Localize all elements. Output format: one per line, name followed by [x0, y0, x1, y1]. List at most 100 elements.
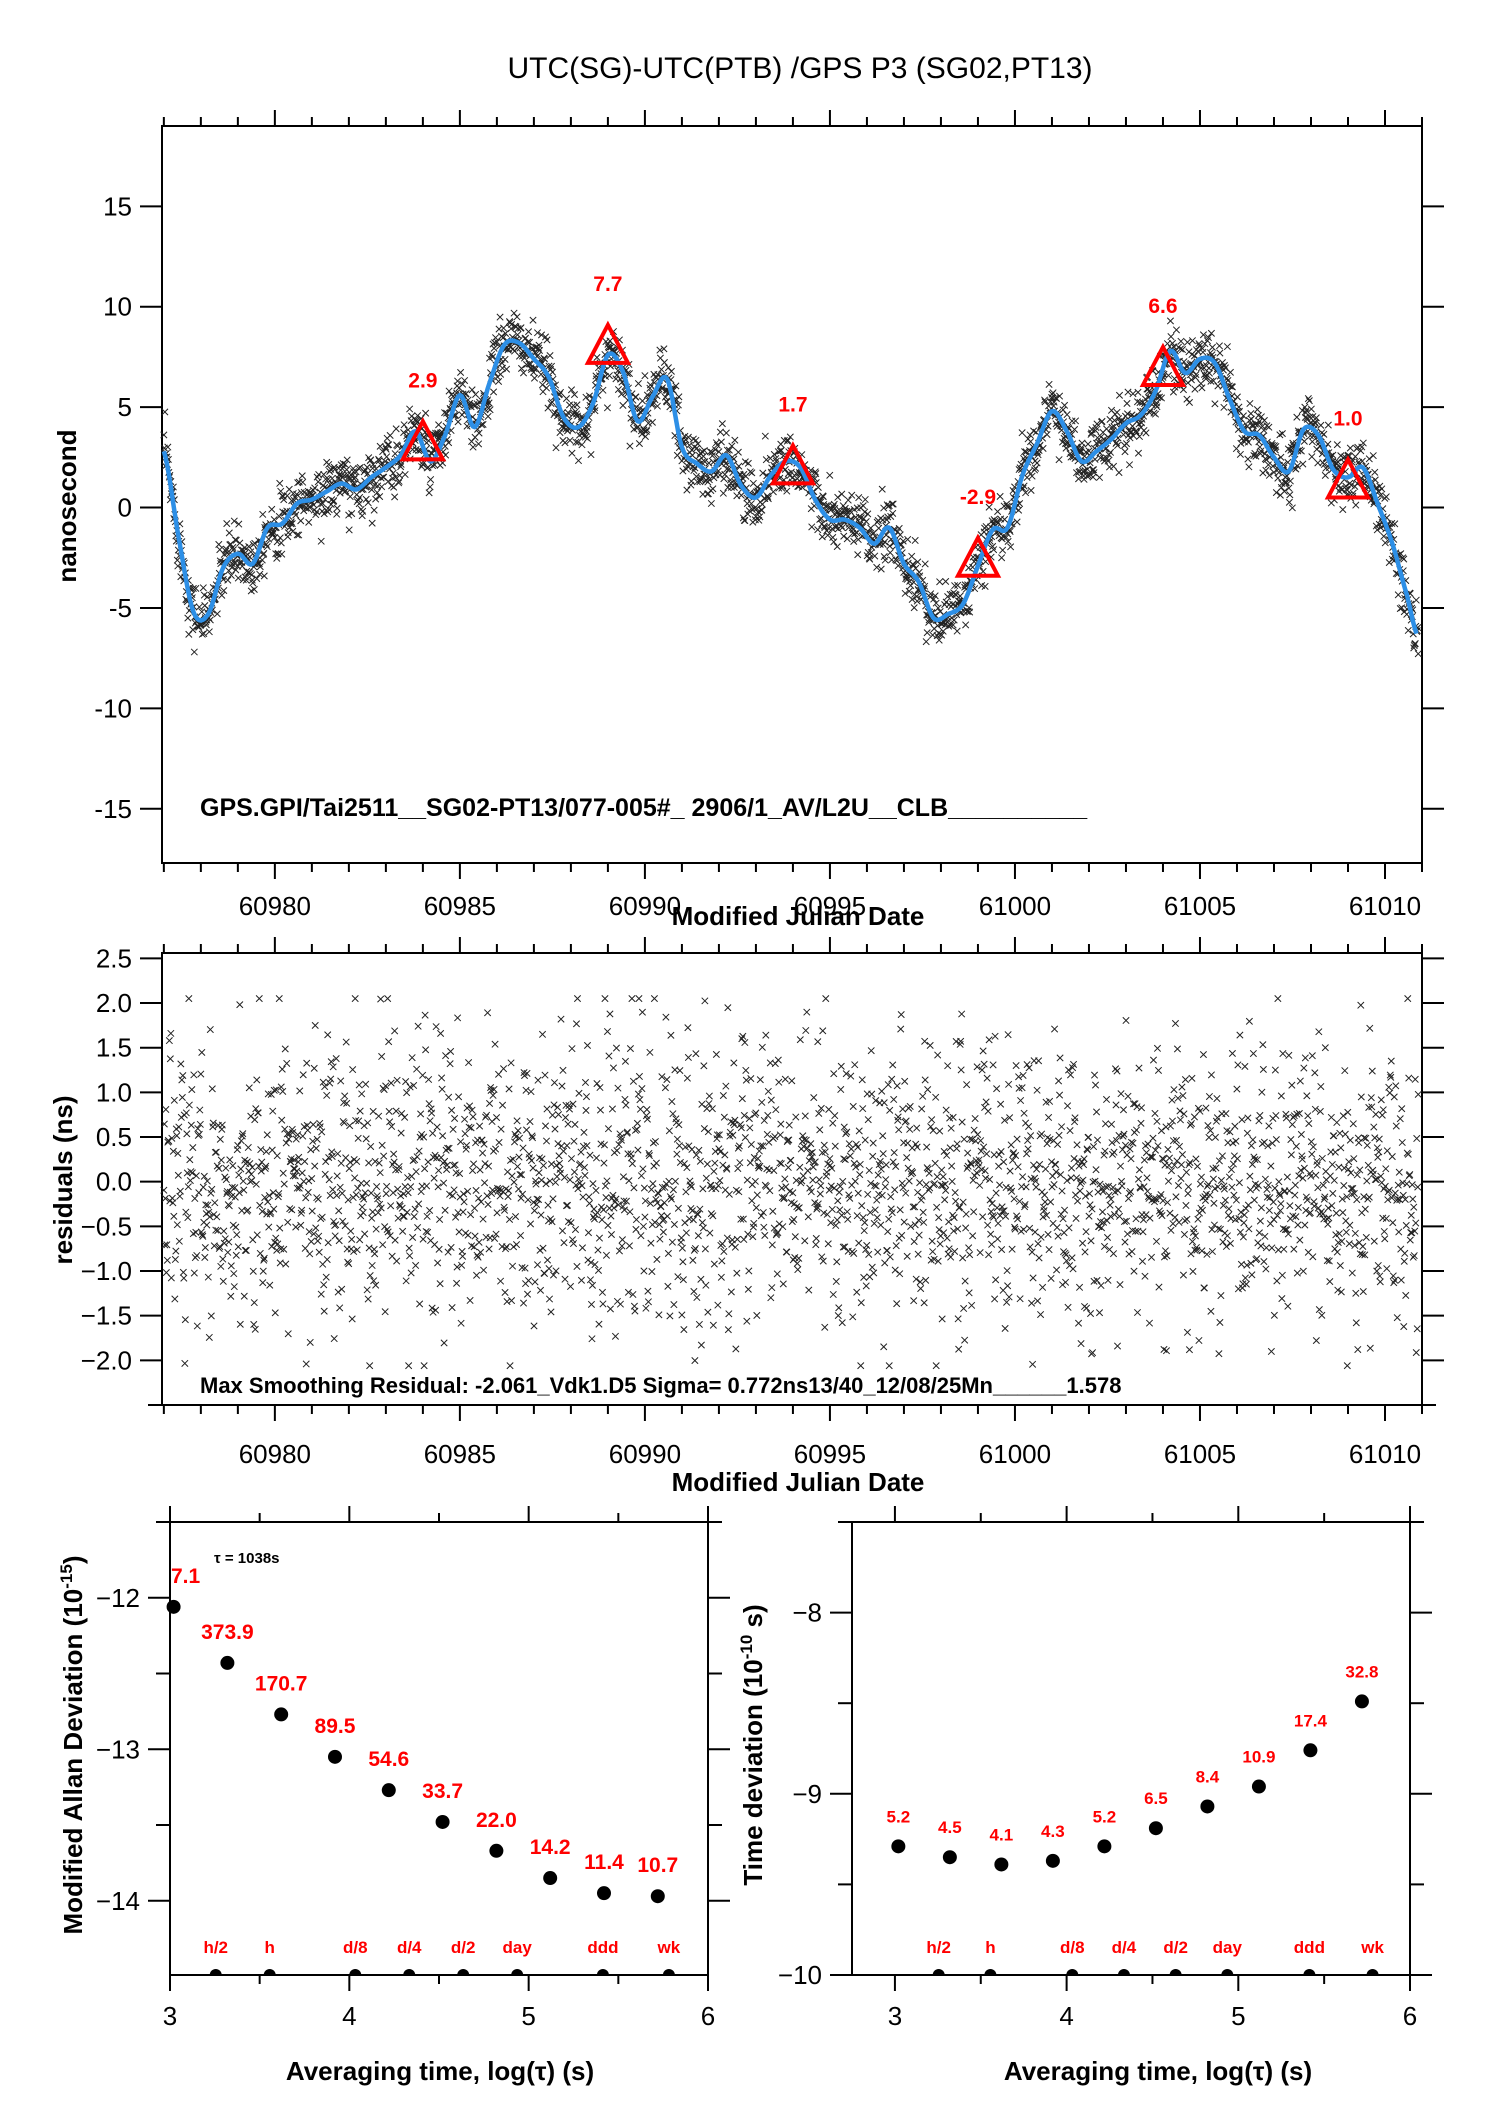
measurement-point	[1129, 390, 1137, 398]
measurement-point	[1371, 468, 1379, 476]
residual-point	[377, 995, 385, 1003]
residual-point	[697, 1341, 705, 1349]
residual-point	[748, 1197, 756, 1205]
residual-point	[227, 1262, 235, 1270]
measurement-point	[200, 629, 208, 638]
residual-point	[889, 1061, 897, 1069]
residual-point	[1175, 1142, 1184, 1150]
measurement-point	[490, 344, 498, 352]
residual-point	[935, 1226, 943, 1234]
measurement-point	[320, 510, 328, 518]
residual-point	[722, 1082, 730, 1090]
residual-point	[257, 1146, 265, 1154]
measurement-point	[625, 369, 633, 378]
residual-point	[993, 1085, 1001, 1093]
residual-point	[913, 1143, 921, 1151]
residual-point	[761, 1231, 769, 1239]
residual-point	[660, 1199, 668, 1207]
measurement-point	[321, 496, 329, 504]
residual-point	[637, 1172, 645, 1180]
measurement-point	[953, 627, 961, 635]
measurement-point	[1115, 391, 1124, 399]
residual-point	[571, 1120, 579, 1128]
residual-point	[1285, 1051, 1293, 1059]
measurement-point	[886, 549, 894, 557]
residual-point	[960, 1135, 968, 1143]
residual-point	[1086, 1310, 1095, 1318]
measurement-point	[1142, 429, 1150, 437]
residual-point	[553, 1103, 562, 1111]
residual-point	[694, 1210, 702, 1219]
measurement-point	[606, 337, 614, 345]
residual-point	[307, 1146, 315, 1154]
residual-point	[1190, 1113, 1198, 1121]
residual-point	[186, 1156, 194, 1164]
residual-point	[1079, 1161, 1088, 1169]
measurement-point	[347, 471, 355, 479]
residual-point	[1232, 1137, 1240, 1145]
measurement-point	[660, 345, 668, 353]
residual-point	[1020, 1225, 1028, 1234]
measurement-point	[861, 495, 869, 504]
measurement-point	[415, 447, 423, 455]
residual-point	[1128, 1248, 1136, 1256]
residual-point	[420, 1133, 428, 1141]
measurement-point	[626, 442, 634, 450]
measurement-point	[646, 381, 654, 389]
measurement-point	[1346, 444, 1354, 452]
residual-point	[801, 1112, 809, 1120]
residual-point	[1056, 1054, 1064, 1062]
measurement-point	[524, 328, 533, 336]
measurement-point	[1061, 401, 1069, 409]
residual-point	[336, 1183, 344, 1191]
residual-point	[948, 1162, 956, 1170]
residual-point	[357, 1179, 365, 1187]
residual-point	[891, 1186, 899, 1194]
residual-point	[1272, 1111, 1280, 1120]
measurement-point	[583, 434, 592, 443]
residual-point	[829, 1119, 837, 1127]
residual-point	[1110, 1148, 1118, 1156]
residual-point	[564, 1120, 572, 1128]
residual-point	[1135, 1064, 1143, 1072]
residual-point	[962, 1210, 970, 1218]
residual-point	[166, 1055, 174, 1063]
residual-point	[701, 1245, 709, 1253]
residual-point	[197, 1070, 205, 1078]
measurement-point	[567, 386, 576, 394]
measurement-point	[454, 418, 462, 426]
residual-point	[961, 1277, 969, 1285]
residual-point	[644, 1298, 652, 1306]
residual-point	[173, 1221, 181, 1229]
residual-point	[1087, 1237, 1095, 1245]
residual-point	[858, 1202, 866, 1210]
residual-point	[741, 1133, 749, 1142]
residual-point	[687, 1204, 695, 1213]
residual-point	[464, 1231, 472, 1239]
residual-point	[734, 1164, 742, 1173]
residual-point	[905, 1177, 913, 1185]
residual-point	[1058, 1187, 1066, 1195]
residual-point	[1132, 1126, 1141, 1134]
residual-point	[1119, 1106, 1128, 1114]
residual-point	[311, 1162, 319, 1170]
residual-point	[1198, 1206, 1206, 1214]
y-tick-label: -10	[94, 693, 132, 723]
residual-point	[378, 1141, 386, 1149]
residual-point	[864, 1116, 872, 1124]
residual-point	[599, 1300, 607, 1308]
residual-point	[606, 1305, 615, 1313]
measurement-point	[248, 576, 256, 584]
residual-point	[652, 1159, 660, 1167]
residual-point	[1085, 1190, 1094, 1198]
residual-point	[211, 1148, 219, 1156]
residual-point	[389, 1189, 397, 1197]
residual-point	[1255, 1229, 1263, 1237]
residual-point	[1241, 1274, 1249, 1282]
residual-point	[734, 1144, 742, 1152]
residual-point	[393, 1076, 401, 1084]
residual-point	[1017, 1096, 1025, 1105]
measurement-point	[706, 448, 714, 456]
residual-point	[338, 1189, 346, 1197]
residual-point	[1133, 1103, 1141, 1111]
